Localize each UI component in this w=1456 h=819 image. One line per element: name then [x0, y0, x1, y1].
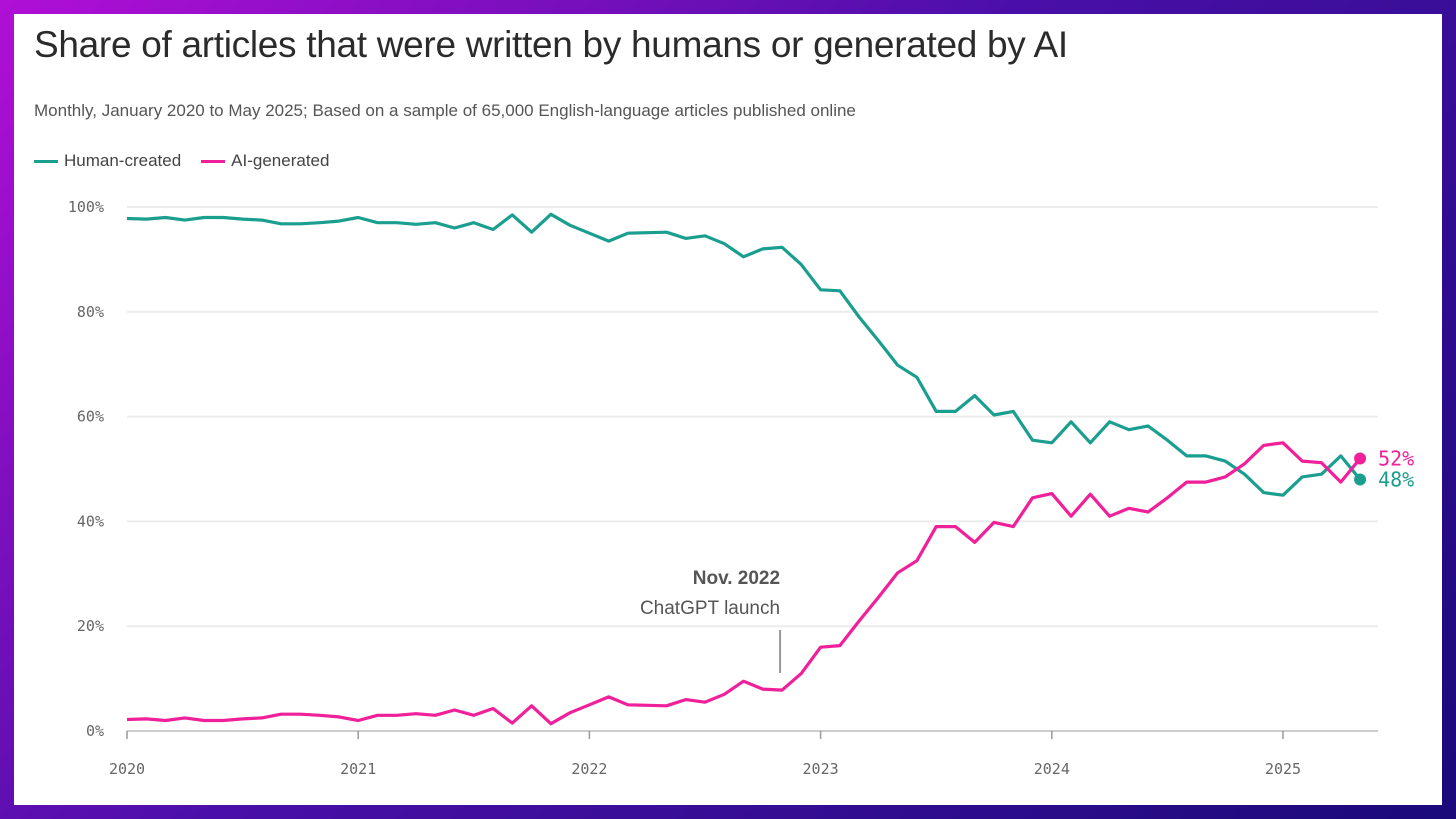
- x-tick-label: 2024: [1034, 760, 1070, 778]
- series-line-human: [126, 212, 1362, 497]
- chart-panel: [14, 14, 1442, 805]
- legend-label-ai: AI-generated: [231, 151, 330, 170]
- x-tick-label: 2023: [803, 760, 839, 778]
- annotation-text: ChatGPT launch: [640, 598, 780, 619]
- y-tick-label: 80%: [77, 303, 104, 321]
- x-tick-label: 2021: [340, 760, 376, 778]
- y-tick-label: 20%: [77, 617, 104, 635]
- x-tick-label: 2020: [109, 760, 145, 778]
- legend: Human-created AI-generated: [34, 151, 329, 171]
- y-tick-label: 40%: [77, 512, 104, 530]
- legend-item-ai: AI-generated: [201, 151, 329, 171]
- series-line-ai: [126, 441, 1362, 726]
- end-point-human: [1354, 473, 1367, 486]
- end-label-human: 48%: [1378, 467, 1414, 491]
- x-tick-label: 2022: [571, 760, 607, 778]
- y-tick-label: 60%: [77, 408, 104, 426]
- end-point-ai: [1354, 452, 1367, 465]
- y-tick-label: 100%: [68, 198, 104, 216]
- chart-title: Share of articles that were written by h…: [34, 24, 1068, 65]
- chart-subtitle: Monthly, January 2020 to May 2025; Based…: [34, 101, 856, 120]
- annotation-title: Nov. 2022: [693, 568, 780, 589]
- legend-swatch-ai: [201, 159, 226, 163]
- legend-item-human: Human-created: [34, 151, 181, 171]
- legend-swatch-human: [34, 159, 58, 163]
- end-label-ai: 52%: [1378, 447, 1414, 471]
- x-tick-label: 2025: [1265, 760, 1301, 778]
- y-tick-label: 0%: [86, 722, 104, 740]
- legend-label-human: Human-created: [64, 151, 182, 170]
